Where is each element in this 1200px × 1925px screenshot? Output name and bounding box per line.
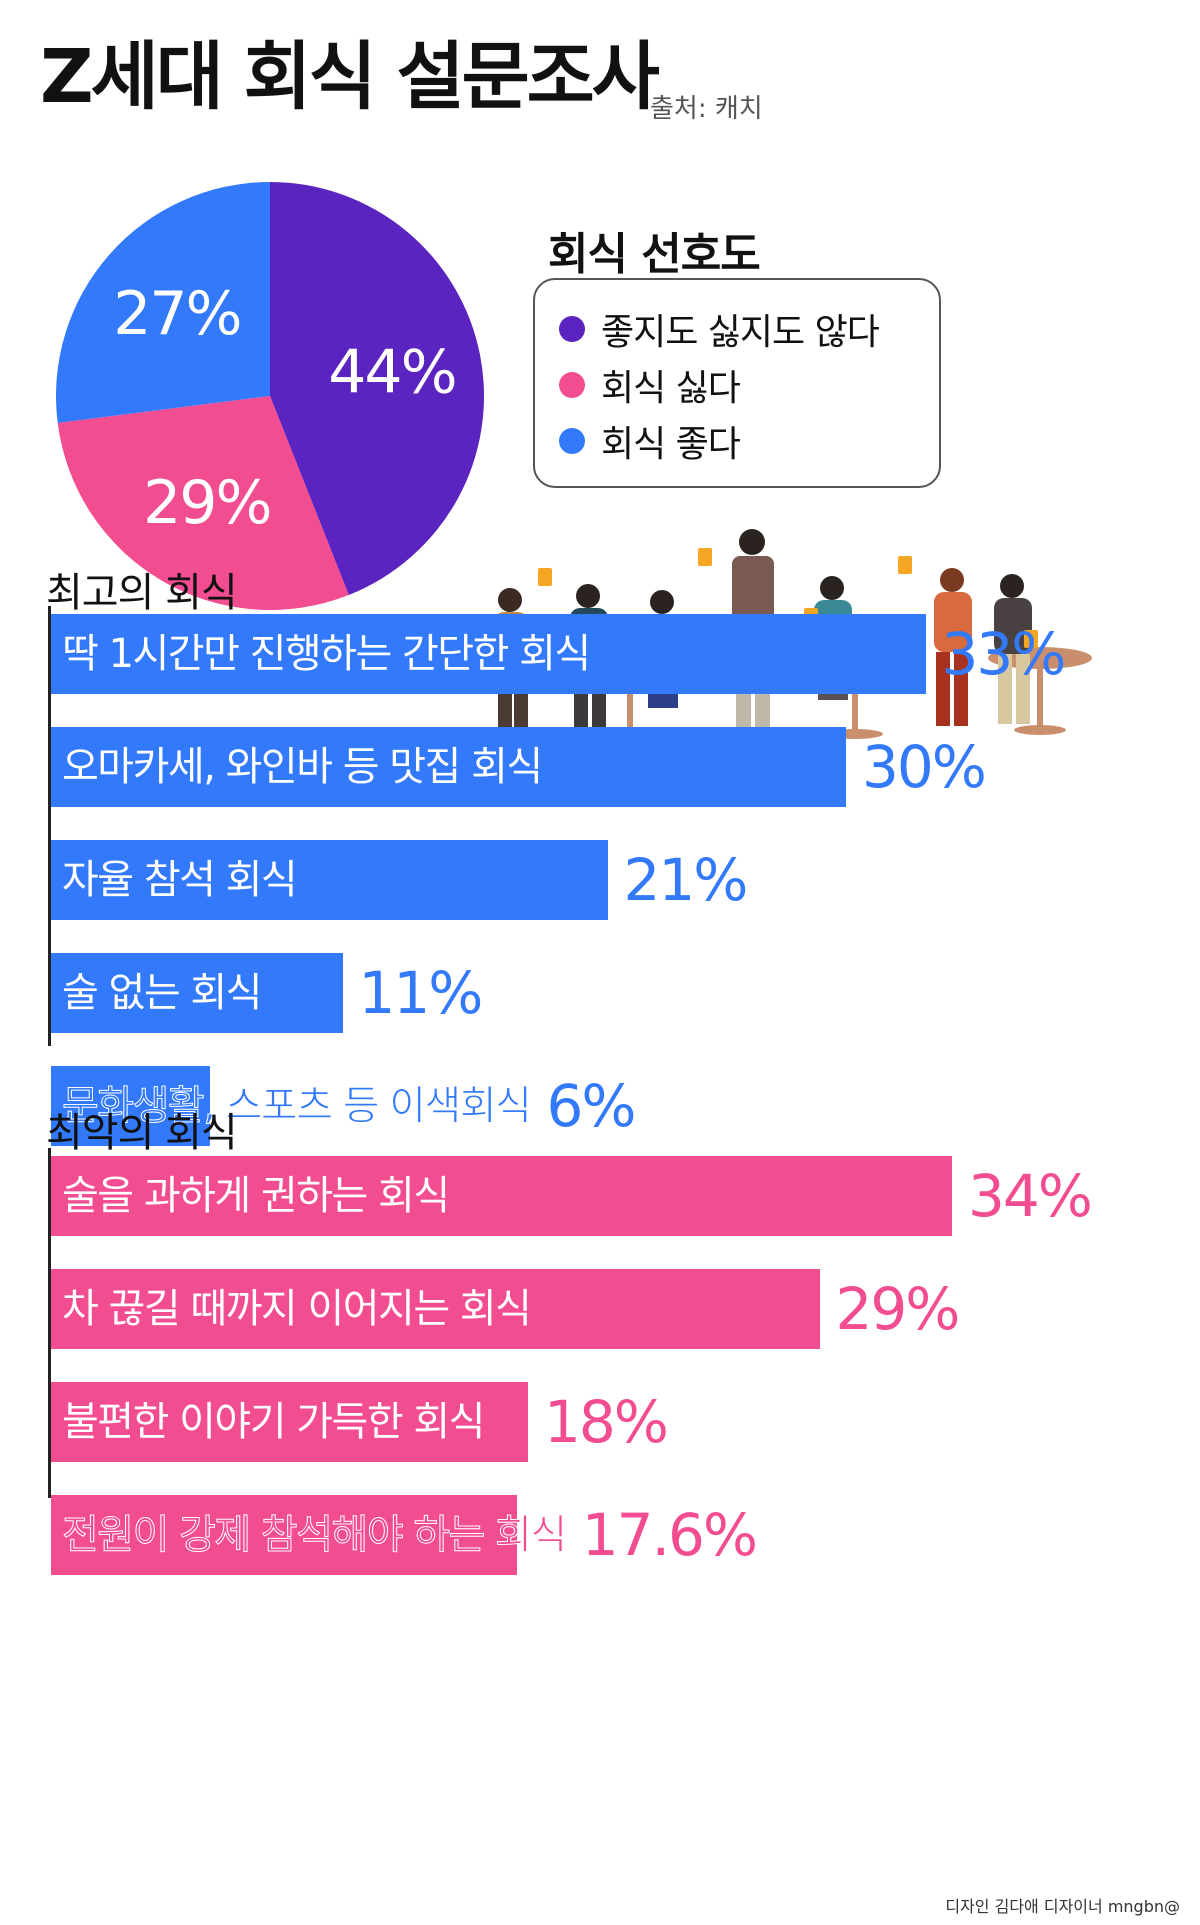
bar [51,1382,528,1462]
legend-item-like: 회식 좋다 [559,416,741,466]
preference-pie-chart: 44% 29% 27% [56,182,484,610]
bar-category-label: 딱 1시간만 진행하는 간단한 회식 [62,631,591,677]
bar [51,840,608,920]
pie-slice [57,396,349,610]
bar [51,727,846,807]
pie-slice-label: 29% [143,468,270,538]
bar-value-label: 34% [968,1162,1093,1230]
bar [51,614,926,694]
bar-value-label: 6% [546,1072,636,1140]
bar-value-label: 30% [862,733,987,801]
pie-slice [270,182,484,595]
bar [51,1495,518,1575]
bar-value-label: 11% [358,959,484,1027]
bar-value-label: 18% [544,1388,669,1456]
bar-category-label: 불편한 이야기 가득한 회식 [62,1399,485,1445]
legend-label: 회식 싫다 [601,368,741,409]
bar [51,1156,952,1236]
best-chart-axis [48,606,51,1046]
legend-label: 회식 좋다 [601,424,741,465]
pie-legend: 좋지도 싫지도 않다 회식 싫다 회식 좋다 [533,278,941,488]
bar [51,1269,820,1349]
pie-legend-title: 회식 선호도 [548,229,761,280]
bar-category-label: 술을 과하게 권하는 회식 [62,1173,450,1219]
page-title: Z세대 회식 설문조사 [40,34,660,120]
bar-category-label: 오마카세, 와인바 등 맛집 회식 [62,744,543,790]
legend-dot-icon [559,372,585,398]
bar-category-label: 차 끊길 때까지 이어지는 회식 [62,1286,532,1332]
bar-value-label: 17.6% [581,1501,758,1569]
bar-value-label: 21% [623,846,749,914]
legend-label: 좋지도 싫지도 않다 [601,312,880,353]
bar-value-label: 29% [835,1275,961,1343]
bar-category-label: 술 없는 회식 [62,970,262,1016]
pie-slice-label: 44% [328,338,455,408]
design-credit: 디자인 김다애 디자이너 mngbn@ [945,1897,1180,1916]
bar [51,953,343,1033]
pie-slice [56,182,270,423]
bar-value-label: 33% [941,620,1067,688]
legend-item-dislike: 회식 싫다 [559,360,741,410]
worst-section-title: 최악의 회식 [46,1110,238,1156]
bar-category-label: 전원이 강제 참석해야 하는 회식 [62,1512,568,1559]
worst-chart-axis [48,1148,51,1498]
pie-slice-label: 27% [113,279,240,349]
legend-dot-icon [559,428,585,454]
source-text: 출처: 캐치 [650,94,763,124]
bar [51,1066,210,1146]
bar-category-label: 자율 참석 회식 [62,857,298,903]
best-section-title: 최고의 회식 [46,570,238,616]
legend-item-neutral: 좋지도 싫지도 않다 [559,304,880,354]
bar-category-label: 문화생활, 스포츠 등 이색회식 [61,1083,532,1130]
legend-dot-icon [559,316,585,342]
